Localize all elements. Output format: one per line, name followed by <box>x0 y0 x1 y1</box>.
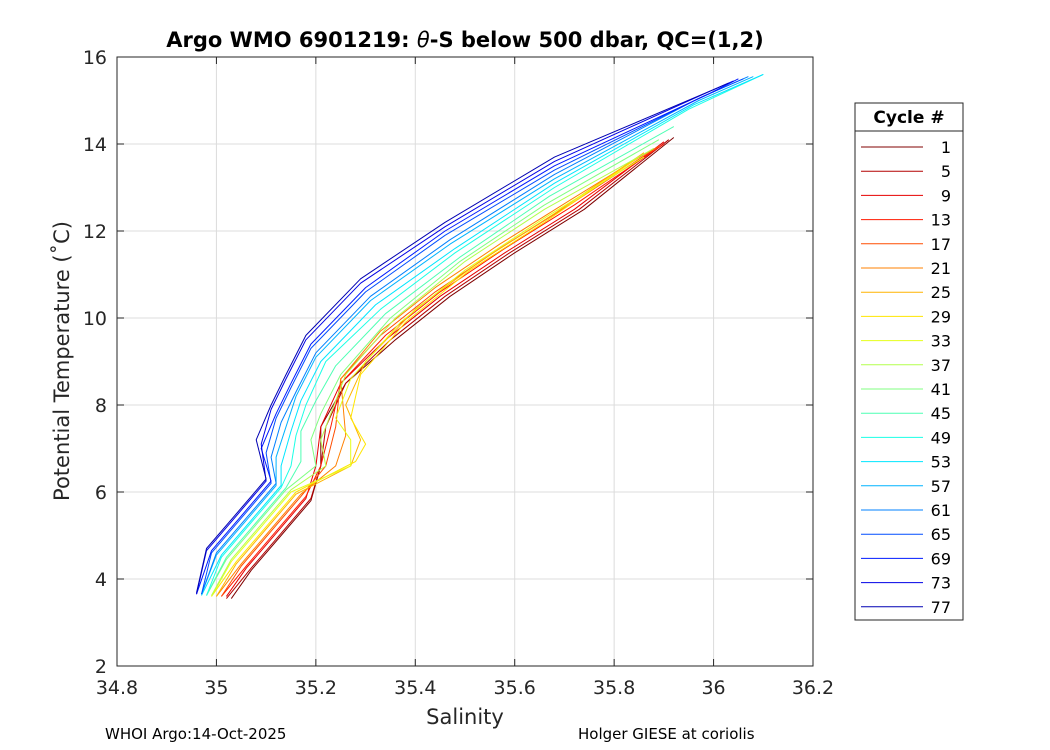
legend-label: 17 <box>931 235 951 254</box>
profile-line-cycle-65 <box>201 78 744 595</box>
legend-label: 33 <box>931 332 951 351</box>
legend-label: 1 <box>941 138 951 157</box>
legend: Cycle # 1 5 9 13 17 21 25 29 33 37 41 45 49 53 57 61 65 6… <box>854 102 964 621</box>
x-tick-label: 36.2 <box>792 677 834 699</box>
legend-label: 57 <box>931 477 951 496</box>
profile-line-cycle-41 <box>206 139 660 596</box>
profile-line-cycle-53 <box>201 73 764 596</box>
legend-label: 41 <box>931 380 951 399</box>
profile-line-cycle-1 <box>230 137 675 599</box>
legend-label: 13 <box>931 211 951 230</box>
y-tick-label: 10 <box>83 308 107 330</box>
x-tick-label: 35.8 <box>593 677 635 699</box>
profile-line-cycle-9 <box>225 141 665 597</box>
profile-line-cycle-33 <box>211 156 645 597</box>
legend-label: 5 <box>941 162 951 181</box>
plot-frame <box>116 56 814 667</box>
legend-label: 77 <box>931 598 951 617</box>
legend-label: 21 <box>931 259 951 278</box>
x-tick-label: 35.4 <box>394 677 436 699</box>
footer-right-credit: Holger GIESE at coriolis <box>578 725 755 743</box>
x-tick-label: 36 <box>701 677 725 699</box>
x-tick-label: 35 <box>204 677 228 699</box>
legend-label: 65 <box>931 525 951 544</box>
legend-label: 69 <box>931 549 951 568</box>
legend-label: 29 <box>931 307 951 326</box>
legend-label: 25 <box>931 283 951 302</box>
legend-label: 49 <box>931 428 951 447</box>
y-axis-label: Potential Temperature (˚C) <box>50 221 74 501</box>
profile-line-cycle-37 <box>211 147 655 596</box>
y-tick-label: 8 <box>95 395 107 417</box>
y-tick-label: 12 <box>83 221 107 243</box>
profile-line-cycle-77 <box>196 82 729 594</box>
x-tick-labels: 34.8 35 35.2 35.4 35.6 35.8 36 36.2 <box>96 677 834 699</box>
y-tick-label: 16 <box>83 47 107 69</box>
axis-ticks <box>116 56 814 667</box>
profile-line-cycle-13 <box>221 143 665 597</box>
y-tick-label: 14 <box>83 134 107 156</box>
legend-label: 61 <box>931 501 951 520</box>
legend-label: 9 <box>941 186 951 205</box>
profile-line-cycle-69 <box>196 78 739 595</box>
x-tick-label: 34.8 <box>96 677 138 699</box>
legend-entries: 1 5 9 13 17 21 25 29 33 37 41 45 49 53 57 61 65 69 73 77 <box>861 138 951 617</box>
legend-title: Cycle # <box>873 108 944 128</box>
x-tick-label: 35.6 <box>494 677 536 699</box>
plot-background <box>117 57 813 666</box>
legend-label: 73 <box>931 574 951 593</box>
profile-line-cycle-61 <box>201 76 749 595</box>
y-tick-labels: 2 4 6 8 10 12 14 16 <box>83 47 107 678</box>
y-tick-label: 4 <box>95 569 107 591</box>
legend-label: 37 <box>931 356 951 375</box>
y-tick-label: 2 <box>95 656 107 678</box>
footer-left-credit: WHOI Argo:14-Oct-2025 <box>105 725 287 743</box>
profile-lines <box>196 73 764 599</box>
legend-label: 45 <box>931 404 951 423</box>
profile-line-cycle-21 <box>216 147 655 597</box>
legend-label: 53 <box>931 453 951 472</box>
profile-line-cycle-49 <box>206 73 764 596</box>
profile-line-cycle-73 <box>196 80 734 595</box>
y-tick-label: 6 <box>95 482 107 504</box>
profile-line-cycle-29 <box>211 156 640 597</box>
x-tick-label: 35.2 <box>295 677 337 699</box>
chart-title: Argo WMO 6901219: θ-S below 500 dbar, QC… <box>166 28 763 52</box>
profile-line-cycle-57 <box>201 76 754 595</box>
profile-line-cycle-45 <box>206 126 675 596</box>
x-axis-label: Salinity <box>426 705 504 729</box>
